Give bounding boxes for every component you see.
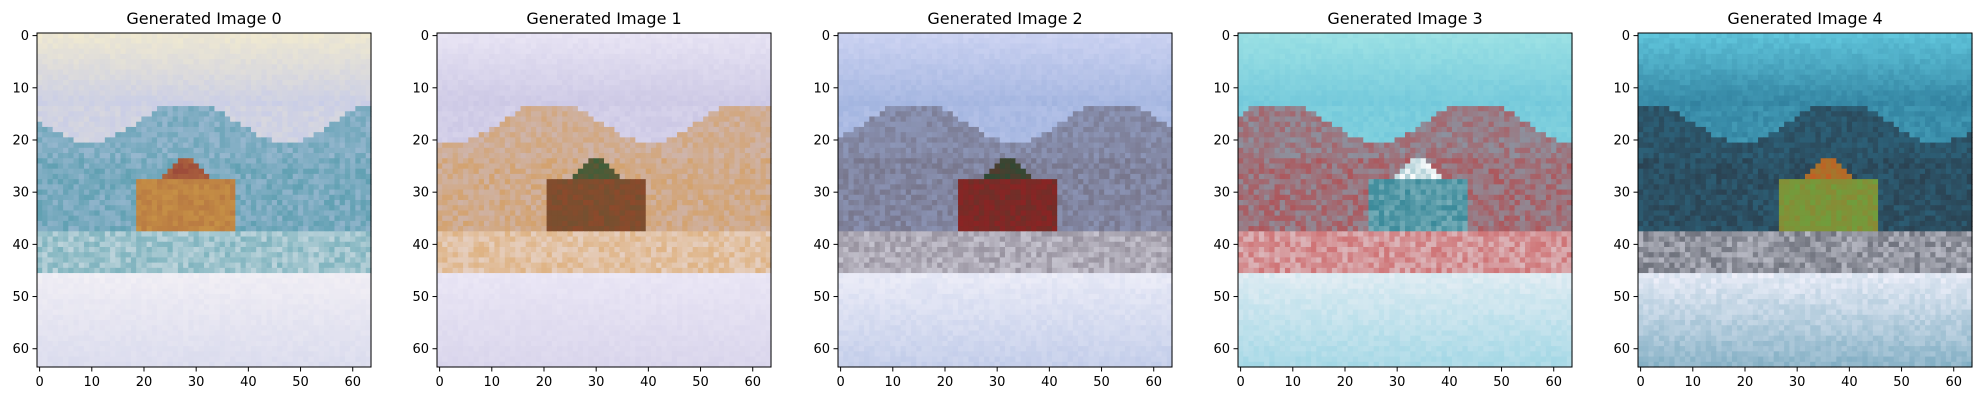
- axes-frame: [837, 32, 1173, 368]
- panel-0: Generated Image 0 0 10 20 30 40 50 60 0 10 20 30 40 5…: [12, 9, 372, 390]
- x-tick-label: 60: [1945, 375, 1962, 390]
- y-tick-label: 20: [12, 133, 29, 148]
- y-tick-label: 60: [412, 342, 429, 357]
- x-tick-label: 60: [1545, 375, 1562, 390]
- panel-1: Generated Image 1 0 10 20 30 40 50 60 0 10 20 30 40 5…: [412, 9, 772, 390]
- y-tick-label: 30: [412, 186, 429, 201]
- y-tick-label: 30: [1613, 186, 1630, 201]
- y-tick-label: 20: [813, 133, 830, 148]
- y-tick-label: 30: [813, 186, 830, 201]
- y-tick-label: 20: [1213, 133, 1230, 148]
- axes-frame: [1237, 32, 1573, 368]
- x-tick-label: 20: [1737, 375, 1754, 390]
- x-tick-label: 40: [640, 375, 657, 390]
- x-tick-label: 60: [1145, 375, 1162, 390]
- x-tick-label: 0: [1636, 375, 1644, 390]
- y-tick-label: 40: [1213, 238, 1230, 253]
- x-tick-label: 40: [1841, 375, 1858, 390]
- axes-frame: [36, 32, 372, 368]
- axes-frame: [436, 32, 772, 368]
- y-tick-label: 40: [12, 238, 29, 253]
- x-tick-label: 10: [84, 375, 101, 390]
- x-tick-label: 30: [188, 375, 205, 390]
- panel-title: Generated Image 3: [1327, 9, 1482, 28]
- generated-image: [838, 33, 1173, 368]
- axes-frame: [1637, 32, 1973, 368]
- x-tick-label: 60: [744, 375, 761, 390]
- x-tick-label: 0: [1236, 375, 1244, 390]
- y-tick-label: 40: [813, 238, 830, 253]
- x-tick-label: 30: [989, 375, 1006, 390]
- panel-4: Generated Image 4 0 10 20 30 40 50 60 0 10 20 30 40 5…: [1613, 9, 1973, 390]
- x-tick-label: 30: [1789, 375, 1806, 390]
- x-tick-label: 50: [1893, 375, 1910, 390]
- y-tick-label: 50: [12, 290, 29, 305]
- x-tick-label: 50: [1493, 375, 1510, 390]
- x-tick-label: 50: [1093, 375, 1110, 390]
- y-tick-label: 60: [12, 342, 29, 357]
- x-tick-label: 10: [1285, 375, 1302, 390]
- panel-title: Generated Image 0: [126, 9, 281, 28]
- x-tick-label: 0: [836, 375, 844, 390]
- y-tick-label: 0: [1622, 29, 1630, 44]
- x-tick-label: 50: [692, 375, 709, 390]
- x-tick-label: 10: [484, 375, 501, 390]
- y-tick-label: 20: [412, 133, 429, 148]
- panel-title: Generated Image 1: [526, 9, 681, 28]
- y-tick-label: 10: [1213, 81, 1230, 96]
- y-tick-label: 10: [412, 81, 429, 96]
- panel-title: Generated Image 2: [927, 9, 1082, 28]
- y-tick-label: 30: [12, 186, 29, 201]
- y-tick-label: 40: [1613, 238, 1630, 253]
- x-tick-label: 60: [344, 375, 361, 390]
- y-tick-label: 20: [1613, 133, 1630, 148]
- y-tick-label: 60: [813, 342, 830, 357]
- x-tick-label: 20: [536, 375, 553, 390]
- y-tick-label: 30: [1213, 186, 1230, 201]
- x-tick-label: 40: [240, 375, 257, 390]
- y-tick-label: 0: [1222, 29, 1230, 44]
- panel-3: Generated Image 3 0 10 20 30 40 50 60 0 10 20 30 40 5…: [1213, 9, 1573, 390]
- panel-2: Generated Image 2 0 10 20 30 40 50 60 0 10 20 30 40 5…: [813, 9, 1173, 390]
- x-tick-label: 20: [937, 375, 954, 390]
- y-tick-label: 60: [1613, 342, 1630, 357]
- generated-image: [437, 33, 772, 368]
- y-tick-label: 50: [1213, 290, 1230, 305]
- generated-image: [37, 33, 372, 368]
- y-tick-label: 10: [1613, 81, 1630, 96]
- x-tick-label: 50: [292, 375, 309, 390]
- y-tick-label: 40: [412, 238, 429, 253]
- x-tick-label: 30: [588, 375, 605, 390]
- generated-image: [1638, 33, 1973, 368]
- x-tick-label: 0: [435, 375, 443, 390]
- y-tick-label: 10: [12, 81, 29, 96]
- y-tick-label: 50: [1613, 290, 1630, 305]
- y-tick-label: 50: [813, 290, 830, 305]
- x-tick-label: 10: [885, 375, 902, 390]
- panel-title: Generated Image 4: [1727, 9, 1882, 28]
- x-tick-label: 10: [1685, 375, 1702, 390]
- x-tick-label: 40: [1041, 375, 1058, 390]
- x-tick-label: 0: [35, 375, 43, 390]
- y-tick-label: 0: [421, 29, 429, 44]
- x-tick-label: 30: [1389, 375, 1406, 390]
- y-tick-label: 0: [21, 29, 29, 44]
- x-tick-label: 20: [1337, 375, 1354, 390]
- y-tick-label: 10: [813, 81, 830, 96]
- y-tick-label: 0: [822, 29, 830, 44]
- y-tick-label: 60: [1213, 342, 1230, 357]
- generated-image: [1238, 33, 1573, 368]
- x-tick-label: 40: [1441, 375, 1458, 390]
- x-tick-label: 20: [136, 375, 153, 390]
- y-tick-label: 50: [412, 290, 429, 305]
